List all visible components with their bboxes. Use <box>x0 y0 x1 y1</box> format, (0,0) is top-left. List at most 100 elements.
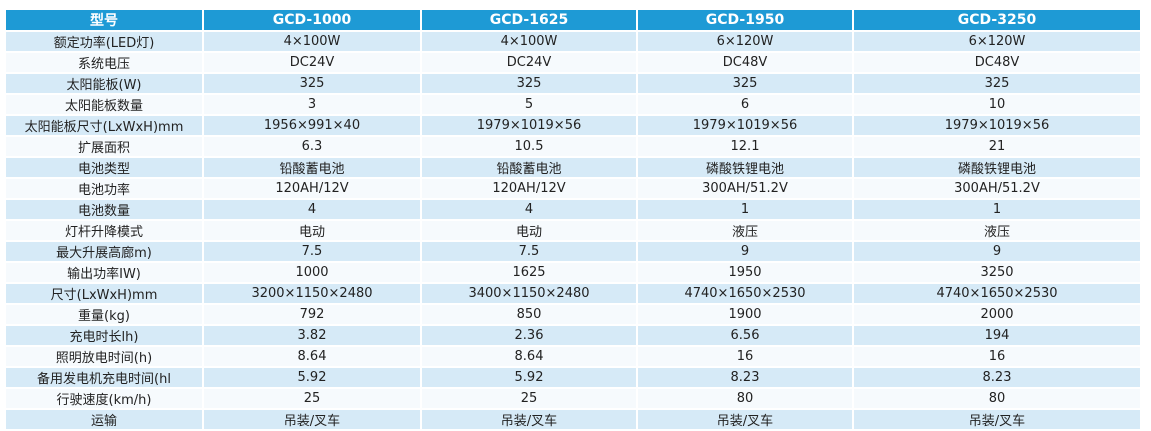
table-cell: 850 <box>422 305 636 324</box>
table-row: 电池类型 铅酸蓄电池 铅酸蓄电池 磷酸铁锂电池 磷酸铁锂电池 <box>6 158 1140 177</box>
table-cell: 8.23 <box>638 368 852 387</box>
table-cell: 3250 <box>854 263 1140 282</box>
table-cell: 1625 <box>422 263 636 282</box>
row-label-cell: 重量(kg) <box>6 305 202 324</box>
row-label-cell: 电池功率 <box>6 179 202 198</box>
table-cell: 铅酸蓄电池 <box>422 158 636 177</box>
table-row: 行驶速度(km/h) 25 25 80 80 <box>6 389 1140 408</box>
table-cell: 6.56 <box>638 326 852 345</box>
table-row: 输出功率IW) 1000 1625 1950 3250 <box>6 263 1140 282</box>
table-cell: 80 <box>854 389 1140 408</box>
table-cell: 1 <box>854 200 1140 219</box>
header-cell-label: 型号 <box>6 10 202 30</box>
table-cell: 120AH/12V <box>204 179 420 198</box>
table-cell: 吊装/叉车 <box>422 410 636 429</box>
row-label-cell: 照明放电时间(h) <box>6 347 202 366</box>
row-label-cell: 尺寸(LxWxH)mm <box>6 284 202 303</box>
table-row: 尺寸(LxWxH)mm 3200×1150×2480 3400×1150×2480 4… <box>6 284 1140 303</box>
table-cell: 2.36 <box>422 326 636 345</box>
table-cell: 1979×1019×56 <box>638 116 852 135</box>
table-row: 太阳能板(W) 325 325 325 325 <box>6 74 1140 93</box>
row-label-cell: 运输 <box>6 410 202 429</box>
table-cell: 10.5 <box>422 137 636 156</box>
table-cell: 5.92 <box>422 368 636 387</box>
table-cell: 吊装/叉车 <box>854 410 1140 429</box>
table-cell: DC48V <box>638 53 852 72</box>
table-cell: 吊装/叉车 <box>204 410 420 429</box>
table-cell: 6×120W <box>638 32 852 51</box>
table-cell: 1000 <box>204 263 420 282</box>
table-row: 电池数量 4 4 1 1 <box>6 200 1140 219</box>
table-row: 运输 吊装/叉车 吊装/叉车 吊装/叉车 吊装/叉车 <box>6 410 1140 429</box>
table-cell: 300AH/51.2V <box>854 179 1140 198</box>
table-cell: 2000 <box>854 305 1140 324</box>
table-cell: DC24V <box>204 53 420 72</box>
table-cell: 4740×1650×2530 <box>854 284 1140 303</box>
table-cell: 8.23 <box>854 368 1140 387</box>
table-cell: 80 <box>638 389 852 408</box>
table-cell: 3.82 <box>204 326 420 345</box>
table-cell: 194 <box>854 326 1140 345</box>
table-cell: 1979×1019×56 <box>422 116 636 135</box>
table-row: 扩展面积 6.3 10.5 12.1 21 <box>6 137 1140 156</box>
row-label-cell: 充电时长lh) <box>6 326 202 345</box>
header-row: 型号 GCD-1000 GCD-1625 GCD-1950 GCD-3250 <box>6 10 1140 30</box>
table-cell: 325 <box>854 74 1140 93</box>
header-cell-model: GCD-1625 <box>422 10 636 30</box>
table-cell: 1979×1019×56 <box>854 116 1140 135</box>
table-cell: 4740×1650×2530 <box>638 284 852 303</box>
table-cell: 3400×1150×2480 <box>422 284 636 303</box>
table-cell: 3 <box>204 95 420 114</box>
table-cell: 1950 <box>638 263 852 282</box>
row-label-cell: 系统电压 <box>6 53 202 72</box>
table-row: 照明放电时间(h) 8.64 8.64 16 16 <box>6 347 1140 366</box>
table-cell: 16 <box>854 347 1140 366</box>
row-label-cell: 电池类型 <box>6 158 202 177</box>
table-cell: 电动 <box>204 221 420 240</box>
row-label-cell: 最大升展高廊m) <box>6 242 202 261</box>
row-label-cell: 行驶速度(km/h) <box>6 389 202 408</box>
table-cell: 磷酸铁锂电池 <box>638 158 852 177</box>
row-label-cell: 备用发电机充电时间(hl <box>6 368 202 387</box>
row-label-cell: 电池数量 <box>6 200 202 219</box>
table-cell: 6 <box>638 95 852 114</box>
table-cell: 7.5 <box>204 242 420 261</box>
table-cell: 铅酸蓄电池 <box>204 158 420 177</box>
table-cell: 9 <box>638 242 852 261</box>
header-cell-model: GCD-3250 <box>854 10 1140 30</box>
table-cell: 磷酸铁锂电池 <box>854 158 1140 177</box>
table-row: 最大升展高廊m) 7.5 7.5 9 9 <box>6 242 1140 261</box>
row-label-cell: 太阳能板(W) <box>6 74 202 93</box>
table-row: 重量(kg) 792 850 1900 2000 <box>6 305 1140 324</box>
row-label-cell: 扩展面积 <box>6 137 202 156</box>
table-cell: 25 <box>422 389 636 408</box>
table-cell: 792 <box>204 305 420 324</box>
table-row: 太阳能板数量 3 5 6 10 <box>6 95 1140 114</box>
table-cell: 4×100W <box>422 32 636 51</box>
table-cell: 325 <box>204 74 420 93</box>
table-cell: 325 <box>422 74 636 93</box>
table-cell: 液压 <box>638 221 852 240</box>
spec-table: 型号 GCD-1000 GCD-1625 GCD-1950 GCD-3250 额定功率(… <box>4 8 1142 431</box>
header-cell-model: GCD-1950 <box>638 10 852 30</box>
table-cell: 5.92 <box>204 368 420 387</box>
table-cell: 4 <box>422 200 636 219</box>
table-cell: 1 <box>638 200 852 219</box>
table-cell: 4×100W <box>204 32 420 51</box>
table-cell: 21 <box>854 137 1140 156</box>
row-label-cell: 太阳能板数量 <box>6 95 202 114</box>
row-label-cell: 输出功率IW) <box>6 263 202 282</box>
table-cell: 25 <box>204 389 420 408</box>
table-cell: 4 <box>204 200 420 219</box>
table-cell: 16 <box>638 347 852 366</box>
table-cell: 1900 <box>638 305 852 324</box>
table-row: 系统电压 DC24V DC24V DC48V DC48V <box>6 53 1140 72</box>
table-cell: 120AH/12V <box>422 179 636 198</box>
table-cell: 5 <box>422 95 636 114</box>
table-cell: 325 <box>638 74 852 93</box>
table-body: 额定功率(LED灯) 4×100W 4×100W 6×120W 6×120W 系统电压 DC… <box>6 32 1140 429</box>
table-cell: DC24V <box>422 53 636 72</box>
table-row: 灯杆升降模式 电动 电动 液压 液压 <box>6 221 1140 240</box>
table-cell: 7.5 <box>422 242 636 261</box>
table-cell: 9 <box>854 242 1140 261</box>
